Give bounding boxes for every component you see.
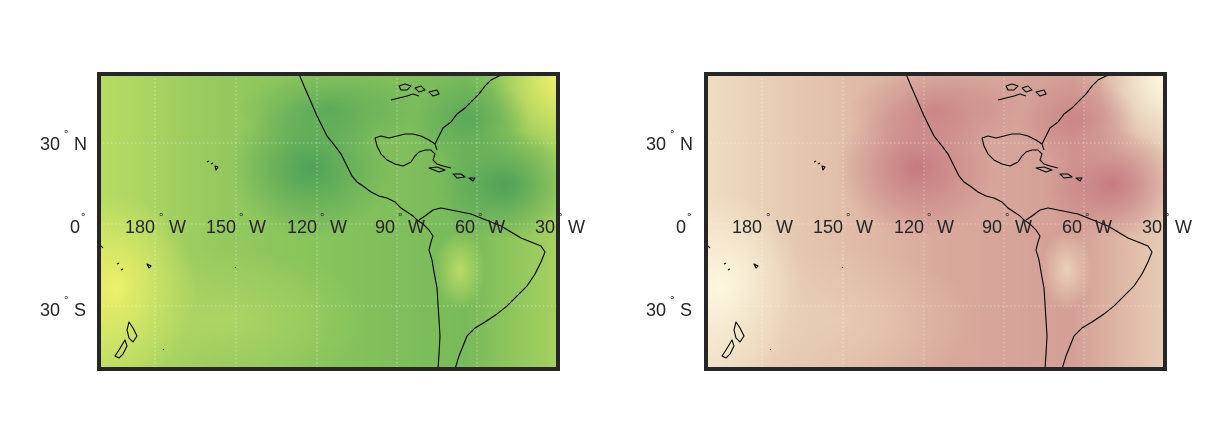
lon-label-120w: 120	[894, 217, 924, 237]
right-dark-natl	[1017, 75, 1137, 165]
lon-label-180w: 180	[125, 217, 155, 237]
lat-label-30n-degree: °	[64, 129, 68, 141]
lat-label-30s-degree: °	[670, 295, 674, 307]
lat-label-0: 0	[70, 217, 80, 237]
right-frame	[704, 72, 1167, 371]
lon-label-120w-degree: °	[927, 212, 931, 224]
lon-label-60w-degree: °	[1085, 212, 1089, 224]
lon-label-180w-hemi: W	[776, 217, 793, 237]
lon-label-120w-hemi: W	[330, 217, 347, 237]
lon-label-30w: 30	[535, 217, 555, 237]
left-frame	[97, 72, 560, 371]
lat-label-0: 0	[676, 217, 686, 237]
lon-label-150w: 150	[206, 217, 236, 237]
lat-label-30s-hemi: S	[74, 300, 86, 320]
lon-label-60w-hemi: W	[488, 217, 505, 237]
lon-label-150w-degree: °	[239, 212, 243, 224]
map-panel-right	[704, 72, 1167, 371]
right-lon-labels: 180 ° W 150 ° W 120 ° W 90 ° W 60 ° W 30…	[732, 212, 1192, 237]
lon-label-150w-hemi: W	[249, 217, 266, 237]
lon-label-90w-hemi: W	[408, 217, 425, 237]
lon-label-180w-degree: °	[766, 212, 770, 224]
lat-label-30s-degree: °	[64, 295, 68, 307]
lat-label-30n-degree: °	[670, 129, 674, 141]
lon-label-120w-hemi: W	[937, 217, 954, 237]
lon-label-180w: 180	[732, 217, 762, 237]
lon-label-30w-hemi: W	[1175, 217, 1192, 237]
lon-label-120w-degree: °	[320, 212, 324, 224]
left-andes	[435, 230, 485, 310]
lat-label-30s: 30	[40, 300, 60, 320]
left-lon-labels: 180 ° W 150 ° W 120 ° W 90 ° W 60 ° W 30…	[125, 212, 585, 237]
lon-label-150w-degree: °	[846, 212, 850, 224]
lon-label-150w: 150	[813, 217, 843, 237]
lat-label-30s: 30	[646, 300, 666, 320]
lon-label-150w-hemi: W	[856, 217, 873, 237]
lat-label-30s-hemi: S	[680, 300, 692, 320]
lat-label-30n-hemi: N	[680, 134, 693, 154]
right-dark-npac	[847, 74, 1027, 150]
lon-label-90w: 90	[375, 217, 395, 237]
lon-label-30w-hemi: W	[568, 217, 585, 237]
lat-label-0-degree: °	[687, 212, 691, 224]
lon-label-90w: 90	[982, 217, 1002, 237]
lon-label-180w-degree: °	[159, 212, 163, 224]
left-dark-natl	[410, 75, 530, 165]
lon-label-60w: 60	[455, 217, 475, 237]
lon-label-30w: 30	[1142, 217, 1162, 237]
map-panel-left	[97, 72, 560, 371]
right-andes	[1042, 230, 1092, 310]
lon-label-60w-hemi: W	[1095, 217, 1112, 237]
lat-label-30n-hemi: N	[74, 134, 87, 154]
lon-label-90w-degree: °	[398, 212, 402, 224]
right-lat-labels: 30 ° N 0 ° 30 ° S	[646, 129, 693, 320]
lon-label-60w: 60	[1062, 217, 1082, 237]
lon-label-30w-degree: °	[558, 212, 562, 224]
lon-label-90w-hemi: W	[1015, 217, 1032, 237]
lon-label-120w: 120	[287, 217, 317, 237]
left-mid-south	[99, 250, 370, 369]
right-mid-south	[706, 250, 977, 369]
lon-label-60w-degree: °	[478, 212, 482, 224]
left-dark-npac	[240, 74, 420, 150]
lat-label-0-degree: °	[81, 212, 85, 224]
lat-label-30n: 30	[40, 134, 60, 154]
lon-label-90w-degree: °	[1005, 212, 1009, 224]
lon-label-30w-degree: °	[1165, 212, 1169, 224]
lat-label-30n: 30	[646, 134, 666, 154]
left-lat-labels: 30 ° N 0 ° 30 ° S	[40, 129, 87, 320]
lon-label-180w-hemi: W	[169, 217, 186, 237]
